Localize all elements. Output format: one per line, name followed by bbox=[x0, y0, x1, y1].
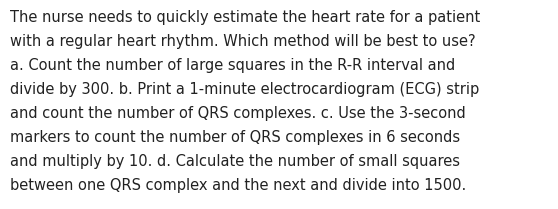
Text: markers to count the number of QRS complexes in 6 seconds: markers to count the number of QRS compl… bbox=[10, 130, 460, 145]
Text: divide by 300. b. Print a 1-minute electrocardiogram (ECG) strip: divide by 300. b. Print a 1-minute elect… bbox=[10, 82, 479, 97]
Text: The nurse needs to quickly estimate the heart rate for a patient: The nurse needs to quickly estimate the … bbox=[10, 10, 480, 25]
Text: with a regular heart rhythm. Which method will be best to use?: with a regular heart rhythm. Which metho… bbox=[10, 34, 475, 49]
Text: between one QRS complex and the next and divide into 1500.: between one QRS complex and the next and… bbox=[10, 178, 466, 193]
Text: a. Count the number of large squares in the R-R interval and: a. Count the number of large squares in … bbox=[10, 58, 455, 73]
Text: and multiply by 10. d. Calculate the number of small squares: and multiply by 10. d. Calculate the num… bbox=[10, 154, 460, 169]
Text: and count the number of QRS complexes. c. Use the 3-second: and count the number of QRS complexes. c… bbox=[10, 106, 466, 121]
